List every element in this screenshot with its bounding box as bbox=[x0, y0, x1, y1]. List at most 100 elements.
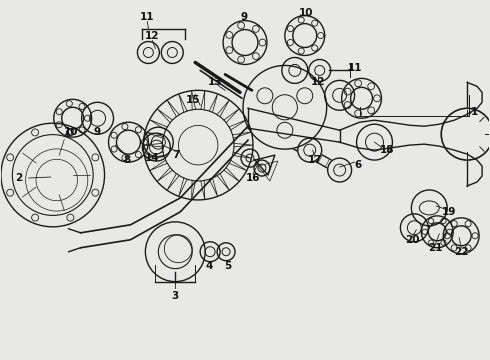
Circle shape bbox=[143, 133, 171, 161]
Circle shape bbox=[325, 80, 355, 110]
Text: 19: 19 bbox=[442, 207, 456, 217]
Circle shape bbox=[428, 223, 446, 241]
Circle shape bbox=[412, 190, 447, 226]
Circle shape bbox=[428, 219, 434, 224]
Circle shape bbox=[259, 39, 266, 46]
Text: 4: 4 bbox=[205, 261, 213, 271]
Circle shape bbox=[355, 110, 362, 117]
Circle shape bbox=[328, 158, 352, 182]
Circle shape bbox=[200, 242, 220, 262]
Circle shape bbox=[135, 127, 142, 133]
Circle shape bbox=[309, 59, 331, 81]
Circle shape bbox=[111, 146, 117, 152]
Text: 11: 11 bbox=[347, 63, 362, 73]
Text: 7: 7 bbox=[172, 150, 180, 160]
Circle shape bbox=[344, 88, 351, 95]
Circle shape bbox=[217, 243, 235, 261]
Circle shape bbox=[232, 30, 258, 55]
Circle shape bbox=[7, 189, 14, 196]
Circle shape bbox=[443, 218, 479, 254]
Text: 16: 16 bbox=[245, 173, 260, 183]
Circle shape bbox=[252, 26, 259, 32]
Circle shape bbox=[344, 102, 351, 108]
Circle shape bbox=[141, 139, 147, 145]
Circle shape bbox=[451, 245, 457, 251]
Circle shape bbox=[368, 107, 374, 114]
Circle shape bbox=[85, 115, 91, 121]
Circle shape bbox=[92, 189, 99, 196]
Text: 3: 3 bbox=[172, 291, 179, 301]
Circle shape bbox=[122, 155, 128, 161]
Circle shape bbox=[285, 15, 325, 55]
Circle shape bbox=[428, 240, 434, 245]
Circle shape bbox=[66, 101, 73, 107]
Circle shape bbox=[137, 41, 159, 63]
Circle shape bbox=[312, 45, 318, 51]
Text: 9: 9 bbox=[93, 127, 100, 137]
Circle shape bbox=[79, 127, 85, 133]
Circle shape bbox=[144, 90, 253, 200]
Circle shape bbox=[298, 138, 322, 162]
Circle shape bbox=[257, 88, 273, 104]
Circle shape bbox=[293, 24, 317, 48]
Circle shape bbox=[252, 53, 259, 59]
Circle shape bbox=[56, 122, 62, 128]
Text: 13: 13 bbox=[208, 77, 222, 87]
Circle shape bbox=[350, 87, 372, 109]
Circle shape bbox=[287, 40, 294, 45]
Circle shape bbox=[241, 149, 259, 167]
Circle shape bbox=[1, 123, 104, 227]
Circle shape bbox=[223, 21, 267, 64]
Circle shape bbox=[298, 17, 304, 23]
Circle shape bbox=[66, 130, 73, 136]
Circle shape bbox=[368, 83, 374, 90]
Circle shape bbox=[161, 41, 183, 63]
Text: 5: 5 bbox=[224, 261, 232, 271]
Circle shape bbox=[117, 130, 141, 154]
Circle shape bbox=[400, 214, 428, 242]
Circle shape bbox=[447, 229, 452, 234]
Circle shape bbox=[298, 48, 304, 54]
Circle shape bbox=[277, 122, 293, 138]
Text: 2: 2 bbox=[15, 173, 23, 183]
Circle shape bbox=[441, 219, 446, 224]
Circle shape bbox=[162, 109, 234, 181]
Circle shape bbox=[441, 108, 490, 160]
Circle shape bbox=[318, 32, 324, 39]
Text: 15: 15 bbox=[186, 95, 200, 105]
Circle shape bbox=[441, 240, 446, 245]
Text: 14: 14 bbox=[145, 153, 160, 163]
Circle shape bbox=[282, 58, 308, 84]
Circle shape bbox=[144, 127, 173, 157]
Circle shape bbox=[226, 32, 233, 39]
Circle shape bbox=[444, 233, 450, 239]
Circle shape bbox=[451, 226, 471, 246]
Circle shape bbox=[238, 56, 245, 63]
Circle shape bbox=[62, 107, 84, 129]
Polygon shape bbox=[255, 155, 275, 175]
Circle shape bbox=[67, 129, 74, 136]
Circle shape bbox=[111, 132, 117, 138]
Circle shape bbox=[421, 216, 453, 248]
Circle shape bbox=[373, 95, 380, 102]
Circle shape bbox=[7, 154, 14, 161]
Circle shape bbox=[312, 20, 318, 26]
Circle shape bbox=[135, 152, 142, 158]
Circle shape bbox=[79, 104, 85, 109]
Circle shape bbox=[254, 160, 270, 176]
Circle shape bbox=[56, 109, 62, 115]
Circle shape bbox=[465, 245, 471, 251]
Circle shape bbox=[92, 154, 99, 161]
Text: 12: 12 bbox=[311, 77, 325, 87]
Circle shape bbox=[164, 235, 192, 263]
Circle shape bbox=[32, 129, 39, 136]
Text: 9: 9 bbox=[241, 12, 247, 22]
Circle shape bbox=[238, 22, 245, 29]
Circle shape bbox=[226, 47, 233, 54]
Text: 17: 17 bbox=[307, 155, 322, 165]
Circle shape bbox=[465, 221, 471, 227]
Circle shape bbox=[355, 80, 362, 87]
Circle shape bbox=[342, 78, 382, 118]
Text: 10: 10 bbox=[298, 8, 313, 18]
Circle shape bbox=[297, 88, 313, 104]
